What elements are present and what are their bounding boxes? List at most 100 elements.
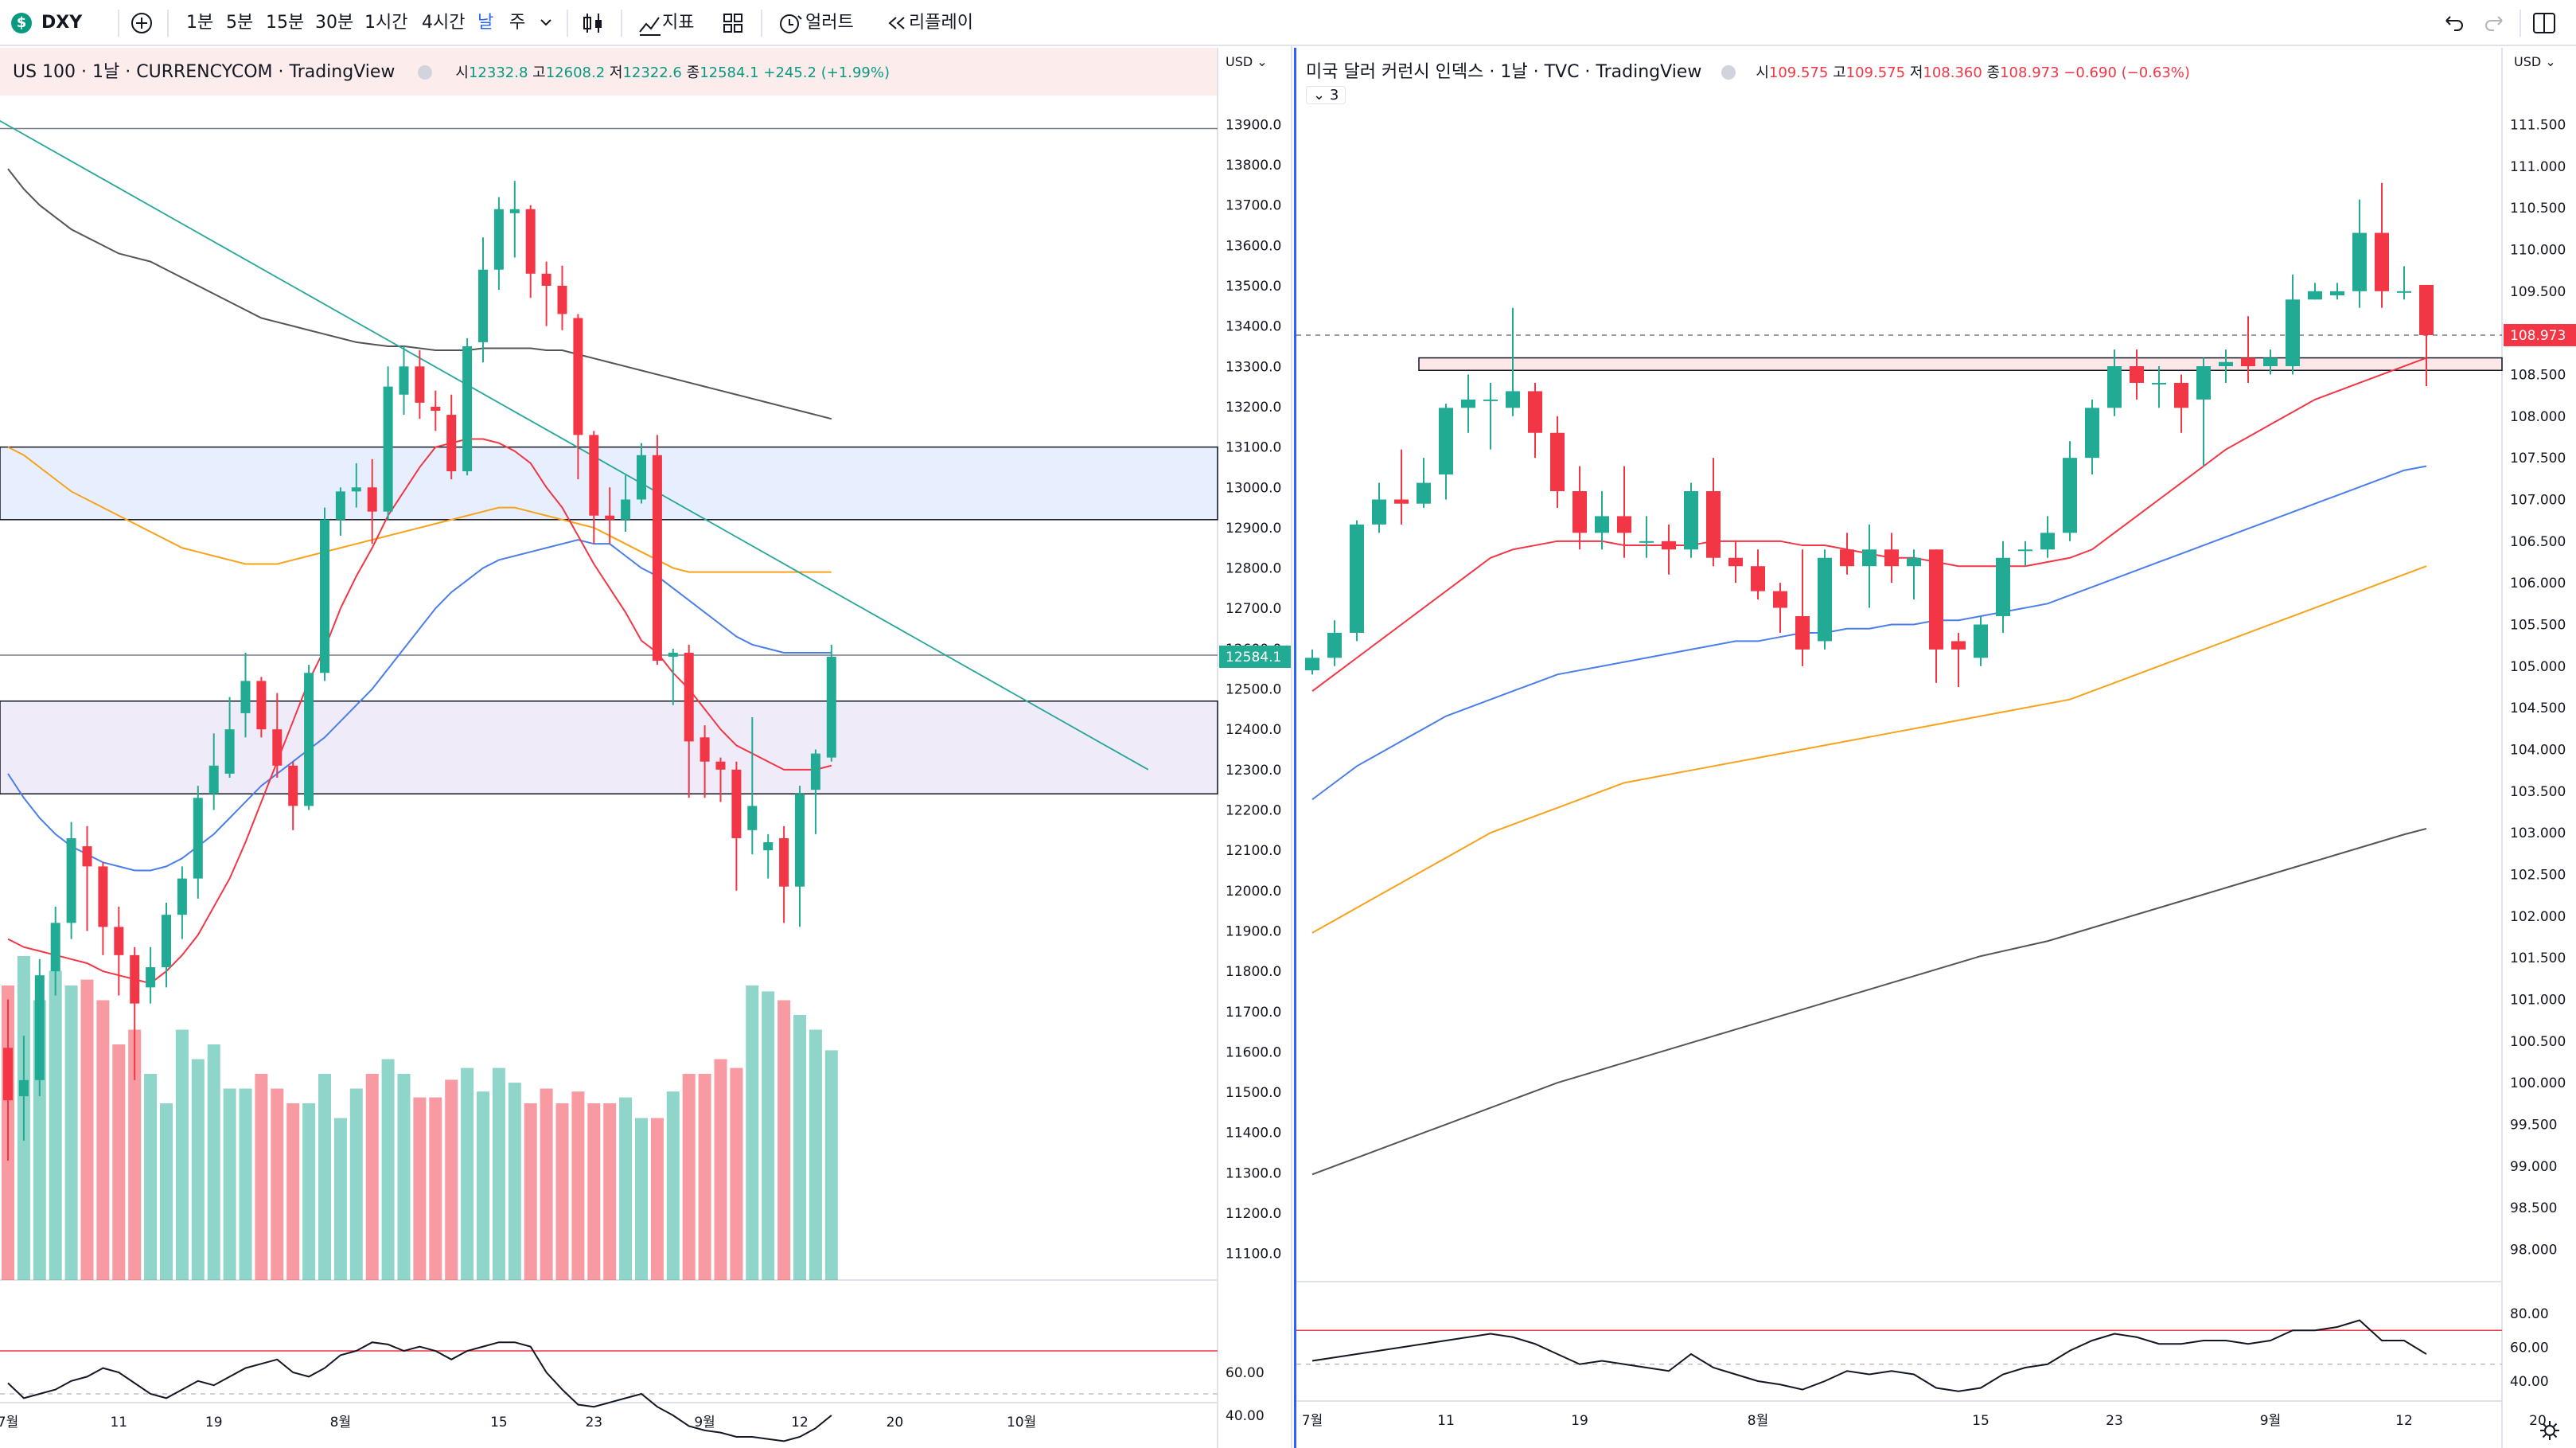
toolbar-divider [118,10,119,37]
right-chart-pane[interactable]: 111.500111.000110.500110.000109.500109.0… [1294,48,2576,1448]
price-axis-label: 110.000 [2510,242,2566,258]
candle [731,761,742,891]
layout-button[interactable] [2531,0,2558,46]
candle [652,435,662,665]
price-axis-label: 105.000 [2510,659,2566,675]
candle [715,757,726,802]
settings-gear-icon[interactable] [2538,1419,2562,1442]
interval-4h[interactable]: 4시간 [422,13,466,33]
price-axis-label: 108.500 [2510,367,2566,383]
price-axis-label: 13500.0 [1226,279,1281,295]
candle [224,697,235,778]
volume-bar [809,1029,822,1280]
price-axis-label: 12700.0 [1226,601,1281,617]
interval-dropdown[interactable] [538,0,554,46]
volume-bar [413,1097,427,1280]
candle-body [2063,458,2077,533]
undo-button[interactable] [2438,0,2465,46]
indicators-button[interactable]: 지표 [637,0,694,46]
price-axis-label: 111.000 [2510,159,2566,175]
price-axis-label: 13200.0 [1226,400,1281,416]
collapse-studies-button[interactable]: ⌄ 3 [1306,86,1346,104]
volume-bar [650,1118,664,1280]
support-resistance-zone [1418,357,2503,371]
price-axis-label: 105.500 [2510,617,2566,633]
alert-button[interactable]: 얼러트 [777,0,854,46]
rsi-axis-label: 40.00 [1226,1408,1265,1424]
volume-bar [286,1103,300,1280]
visibility-eye-icon[interactable] [418,65,433,80]
redo-button[interactable] [2483,0,2510,46]
candle-body [557,286,567,314]
layout-icon [2533,13,2555,33]
volume-bar [445,1079,458,1280]
candle-body [1929,549,1943,650]
candle [637,443,646,504]
volume-bar [587,1103,601,1280]
candle [478,237,488,363]
volume-bar [540,1088,553,1280]
templates-button[interactable] [721,0,745,46]
visibility-eye-icon[interactable] [1721,65,1736,80]
volume-bar [824,1050,838,1280]
interval-1h[interactable]: 1시간 [364,13,408,33]
candle [240,652,251,738]
candle [1974,616,1988,666]
candle [304,665,314,810]
time-axis-label: 23 [585,1415,602,1430]
dxy-chart[interactable]: 111.500111.000110.500110.000109.500109.0… [1296,48,2576,1448]
indicators-label: 지표 [662,13,695,33]
time-axis-label: 11 [1437,1413,1455,1429]
volume-bar [635,1118,648,1280]
left-currency-selector[interactable]: USD ⌄ [1226,54,1268,69]
right-currency-selector[interactable]: USD ⌄ [2514,54,2556,69]
price-axis-label: 106.000 [2510,576,2566,591]
pane-splitter[interactable] [1291,46,1292,1448]
candle [446,394,457,480]
candle-body [1550,432,1565,492]
chevron-down-icon: ⌄ [1313,87,1330,103]
symbol-search-button[interactable]: DXY [41,13,83,33]
left-chart-pane[interactable]: 13900.0 13800.0 13700.0 13600.0 13500.0 13400… [0,48,1291,1448]
replay-button[interactable]: 리플레이 [883,0,973,46]
interval-1w[interactable]: 주 [509,13,526,33]
candle-body [1996,557,2010,617]
candle-body [240,681,251,713]
time-axis-label: 20 [2529,1413,2547,1429]
left-chart-title[interactable]: US 100 · 1날 · CURRENCYCOM · TradingView [13,62,396,82]
price-axis-label: 11700.0 [1226,1005,1281,1021]
interval-1d[interactable]: 날 [477,13,494,33]
rsi-axis-label: 40.00 [2510,1374,2549,1390]
candle-body [2352,232,2367,291]
candle [1751,549,1765,600]
candle [668,648,678,705]
candle [1951,632,1966,687]
interval-1m[interactable]: 1분 [186,13,214,33]
candle [1862,524,1876,608]
candle [2219,349,2233,383]
price-axis-label: 100.500 [2510,1034,2566,1050]
price-axis-label: 103.500 [2510,784,2566,800]
us100-chart[interactable]: 13900.0 13800.0 13700.0 13600.0 13500.0 13400… [0,48,1291,1448]
price-axis-label: 107.000 [2510,492,2566,508]
left-legend: US 100 · 1날 · CURRENCYCOM · TradingView … [13,57,890,83]
candle-body [130,954,140,1004]
chart-type-button[interactable] [581,0,605,46]
price-axis-label: 111.500 [2510,117,2566,133]
candle [2352,199,2367,308]
moving-average-sma-200 [1311,827,2427,1176]
moving-average-sma-50 [1311,465,2427,801]
time-axis-label: 19 [1571,1413,1588,1429]
candle-body [446,415,457,472]
candle [383,366,393,520]
interval-5m[interactable]: 5분 [226,13,254,33]
candle-body [1751,566,1765,591]
candle-body [700,737,710,762]
rsi-axis-label: 60.00 [2510,1341,2549,1356]
compare-add-button[interactable] [129,0,154,46]
candle [177,866,187,939]
interval-15m[interactable]: 15분 [266,13,305,33]
interval-30m[interactable]: 30분 [315,13,354,33]
candle-body [2308,291,2322,300]
right-chart-title[interactable]: 미국 달러 커런시 인덱스 · 1날 · TVC · TradingView [1306,62,1702,82]
